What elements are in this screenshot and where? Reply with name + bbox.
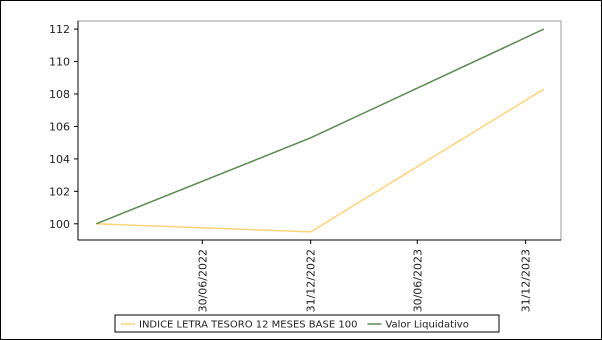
y-tick-label-106: 106 bbox=[49, 120, 70, 133]
x-tick-label-4: 31/12/2023 bbox=[520, 249, 533, 312]
y-tick-label-110: 110 bbox=[49, 56, 70, 69]
y-tick-label-108: 108 bbox=[49, 88, 70, 101]
y-tick-label-112: 112 bbox=[49, 23, 70, 36]
plot-area bbox=[77, 20, 562, 241]
y-axis-ticks: 100 102 104 106 108 110 112 bbox=[49, 23, 78, 231]
y-tick-label-100: 100 bbox=[49, 218, 70, 231]
legend-label-1: INDICE LETRA TESORO 12 MESES BASE 100 bbox=[139, 320, 357, 331]
x-tick-label-1: 30/06/2022 bbox=[196, 249, 209, 312]
x-tick-label-3: 30/06/2023 bbox=[411, 249, 424, 312]
series-line-2 bbox=[96, 28, 545, 225]
legend-label-2: Valor Liquidativo bbox=[385, 320, 468, 331]
legend: INDICE LETRA TESORO 12 MESES BASE 100 Val… bbox=[114, 314, 500, 333]
x-tick-label-2: 31/12/2022 bbox=[305, 249, 318, 312]
legend-box bbox=[114, 314, 500, 333]
y-tick-label-102: 102 bbox=[49, 185, 70, 198]
series-lines bbox=[96, 28, 545, 233]
series-line-1 bbox=[96, 88, 545, 233]
x-axis-ticks: 30/06/2022 31/12/2022 30/06/2023 31/12/2023 bbox=[196, 240, 533, 312]
y-tick-label-104: 104 bbox=[49, 153, 70, 166]
